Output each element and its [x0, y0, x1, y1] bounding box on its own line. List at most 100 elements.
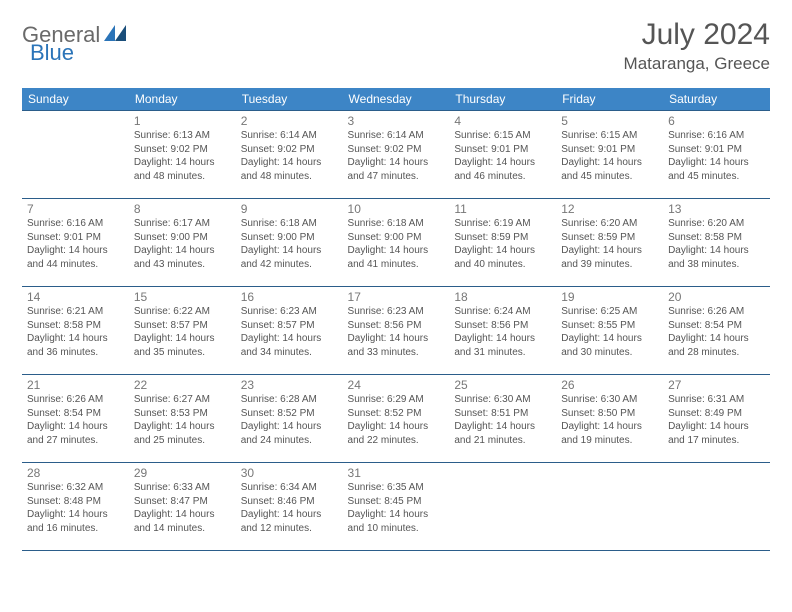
weekday-header-row: SundayMondayTuesdayWednesdayThursdayFrid…	[22, 88, 770, 111]
day-cell: 12Sunrise: 6:20 AMSunset: 8:59 PMDayligh…	[556, 199, 663, 287]
day-number: 2	[241, 114, 338, 128]
day-cell: 5Sunrise: 6:15 AMSunset: 9:01 PMDaylight…	[556, 111, 663, 199]
day-info: Sunrise: 6:13 AMSunset: 9:02 PMDaylight:…	[134, 129, 231, 183]
day-number: 3	[348, 114, 445, 128]
calendar-body: 1Sunrise: 6:13 AMSunset: 9:02 PMDaylight…	[22, 111, 770, 551]
day-cell: 29Sunrise: 6:33 AMSunset: 8:47 PMDayligh…	[129, 463, 236, 551]
day-info: Sunrise: 6:34 AMSunset: 8:46 PMDaylight:…	[241, 481, 338, 535]
month-title: July 2024	[624, 18, 770, 52]
calendar-row: 7Sunrise: 6:16 AMSunset: 9:01 PMDaylight…	[22, 199, 770, 287]
day-info: Sunrise: 6:19 AMSunset: 8:59 PMDaylight:…	[454, 217, 551, 271]
day-cell: 23Sunrise: 6:28 AMSunset: 8:52 PMDayligh…	[236, 375, 343, 463]
day-number: 9	[241, 202, 338, 216]
weekday-header: Monday	[129, 88, 236, 111]
day-number: 18	[454, 290, 551, 304]
day-info: Sunrise: 6:15 AMSunset: 9:01 PMDaylight:…	[561, 129, 658, 183]
day-cell: 9Sunrise: 6:18 AMSunset: 9:00 PMDaylight…	[236, 199, 343, 287]
day-cell: 8Sunrise: 6:17 AMSunset: 9:00 PMDaylight…	[129, 199, 236, 287]
day-info: Sunrise: 6:35 AMSunset: 8:45 PMDaylight:…	[348, 481, 445, 535]
day-cell: 4Sunrise: 6:15 AMSunset: 9:01 PMDaylight…	[449, 111, 556, 199]
day-cell: 15Sunrise: 6:22 AMSunset: 8:57 PMDayligh…	[129, 287, 236, 375]
day-number: 26	[561, 378, 658, 392]
day-number: 12	[561, 202, 658, 216]
brand-part2: Blue	[30, 40, 74, 66]
day-cell: 26Sunrise: 6:30 AMSunset: 8:50 PMDayligh…	[556, 375, 663, 463]
day-info: Sunrise: 6:20 AMSunset: 8:59 PMDaylight:…	[561, 217, 658, 271]
calendar-row: 28Sunrise: 6:32 AMSunset: 8:48 PMDayligh…	[22, 463, 770, 551]
day-cell: 27Sunrise: 6:31 AMSunset: 8:49 PMDayligh…	[663, 375, 770, 463]
day-number: 22	[134, 378, 231, 392]
day-info: Sunrise: 6:30 AMSunset: 8:51 PMDaylight:…	[454, 393, 551, 447]
header: General July 2024 Mataranga, Greece	[22, 18, 770, 74]
day-info: Sunrise: 6:18 AMSunset: 9:00 PMDaylight:…	[241, 217, 338, 271]
day-cell: 22Sunrise: 6:27 AMSunset: 8:53 PMDayligh…	[129, 375, 236, 463]
calendar-table: SundayMondayTuesdayWednesdayThursdayFrid…	[22, 88, 770, 551]
day-number: 6	[668, 114, 765, 128]
day-cell: 31Sunrise: 6:35 AMSunset: 8:45 PMDayligh…	[343, 463, 450, 551]
day-info: Sunrise: 6:17 AMSunset: 9:00 PMDaylight:…	[134, 217, 231, 271]
day-info: Sunrise: 6:29 AMSunset: 8:52 PMDaylight:…	[348, 393, 445, 447]
day-number: 7	[27, 202, 124, 216]
day-info: Sunrise: 6:23 AMSunset: 8:56 PMDaylight:…	[348, 305, 445, 359]
day-number: 24	[348, 378, 445, 392]
day-number: 1	[134, 114, 231, 128]
day-cell: 7Sunrise: 6:16 AMSunset: 9:01 PMDaylight…	[22, 199, 129, 287]
day-number: 15	[134, 290, 231, 304]
weekday-header: Wednesday	[343, 88, 450, 111]
title-block: July 2024 Mataranga, Greece	[624, 18, 770, 74]
empty-cell	[556, 463, 663, 551]
day-info: Sunrise: 6:25 AMSunset: 8:55 PMDaylight:…	[561, 305, 658, 359]
day-info: Sunrise: 6:26 AMSunset: 8:54 PMDaylight:…	[27, 393, 124, 447]
day-number: 23	[241, 378, 338, 392]
day-cell: 1Sunrise: 6:13 AMSunset: 9:02 PMDaylight…	[129, 111, 236, 199]
day-info: Sunrise: 6:24 AMSunset: 8:56 PMDaylight:…	[454, 305, 551, 359]
day-cell: 28Sunrise: 6:32 AMSunset: 8:48 PMDayligh…	[22, 463, 129, 551]
day-info: Sunrise: 6:33 AMSunset: 8:47 PMDaylight:…	[134, 481, 231, 535]
day-info: Sunrise: 6:27 AMSunset: 8:53 PMDaylight:…	[134, 393, 231, 447]
weekday-header: Saturday	[663, 88, 770, 111]
day-info: Sunrise: 6:28 AMSunset: 8:52 PMDaylight:…	[241, 393, 338, 447]
day-info: Sunrise: 6:31 AMSunset: 8:49 PMDaylight:…	[668, 393, 765, 447]
day-info: Sunrise: 6:16 AMSunset: 9:01 PMDaylight:…	[668, 129, 765, 183]
day-cell: 3Sunrise: 6:14 AMSunset: 9:02 PMDaylight…	[343, 111, 450, 199]
day-number: 29	[134, 466, 231, 480]
day-info: Sunrise: 6:14 AMSunset: 9:02 PMDaylight:…	[241, 129, 338, 183]
day-info: Sunrise: 6:21 AMSunset: 8:58 PMDaylight:…	[27, 305, 124, 359]
day-info: Sunrise: 6:23 AMSunset: 8:57 PMDaylight:…	[241, 305, 338, 359]
day-number: 10	[348, 202, 445, 216]
day-number: 20	[668, 290, 765, 304]
day-number: 5	[561, 114, 658, 128]
day-cell: 30Sunrise: 6:34 AMSunset: 8:46 PMDayligh…	[236, 463, 343, 551]
day-cell: 20Sunrise: 6:26 AMSunset: 8:54 PMDayligh…	[663, 287, 770, 375]
day-cell: 2Sunrise: 6:14 AMSunset: 9:02 PMDaylight…	[236, 111, 343, 199]
day-info: Sunrise: 6:30 AMSunset: 8:50 PMDaylight:…	[561, 393, 658, 447]
day-number: 19	[561, 290, 658, 304]
empty-cell	[663, 463, 770, 551]
location: Mataranga, Greece	[624, 54, 770, 74]
day-number: 21	[27, 378, 124, 392]
empty-cell	[449, 463, 556, 551]
flag-icon	[104, 25, 126, 46]
empty-cell	[22, 111, 129, 199]
weekday-header: Sunday	[22, 88, 129, 111]
day-cell: 17Sunrise: 6:23 AMSunset: 8:56 PMDayligh…	[343, 287, 450, 375]
day-number: 16	[241, 290, 338, 304]
weekday-header: Tuesday	[236, 88, 343, 111]
day-info: Sunrise: 6:16 AMSunset: 9:01 PMDaylight:…	[27, 217, 124, 271]
day-number: 4	[454, 114, 551, 128]
day-info: Sunrise: 6:14 AMSunset: 9:02 PMDaylight:…	[348, 129, 445, 183]
weekday-header: Thursday	[449, 88, 556, 111]
day-cell: 11Sunrise: 6:19 AMSunset: 8:59 PMDayligh…	[449, 199, 556, 287]
day-info: Sunrise: 6:20 AMSunset: 8:58 PMDaylight:…	[668, 217, 765, 271]
day-cell: 16Sunrise: 6:23 AMSunset: 8:57 PMDayligh…	[236, 287, 343, 375]
day-cell: 25Sunrise: 6:30 AMSunset: 8:51 PMDayligh…	[449, 375, 556, 463]
day-number: 17	[348, 290, 445, 304]
day-cell: 19Sunrise: 6:25 AMSunset: 8:55 PMDayligh…	[556, 287, 663, 375]
day-number: 27	[668, 378, 765, 392]
weekday-header: Friday	[556, 88, 663, 111]
calendar-row: 1Sunrise: 6:13 AMSunset: 9:02 PMDaylight…	[22, 111, 770, 199]
day-info: Sunrise: 6:26 AMSunset: 8:54 PMDaylight:…	[668, 305, 765, 359]
day-number: 30	[241, 466, 338, 480]
calendar-row: 14Sunrise: 6:21 AMSunset: 8:58 PMDayligh…	[22, 287, 770, 375]
day-info: Sunrise: 6:18 AMSunset: 9:00 PMDaylight:…	[348, 217, 445, 271]
